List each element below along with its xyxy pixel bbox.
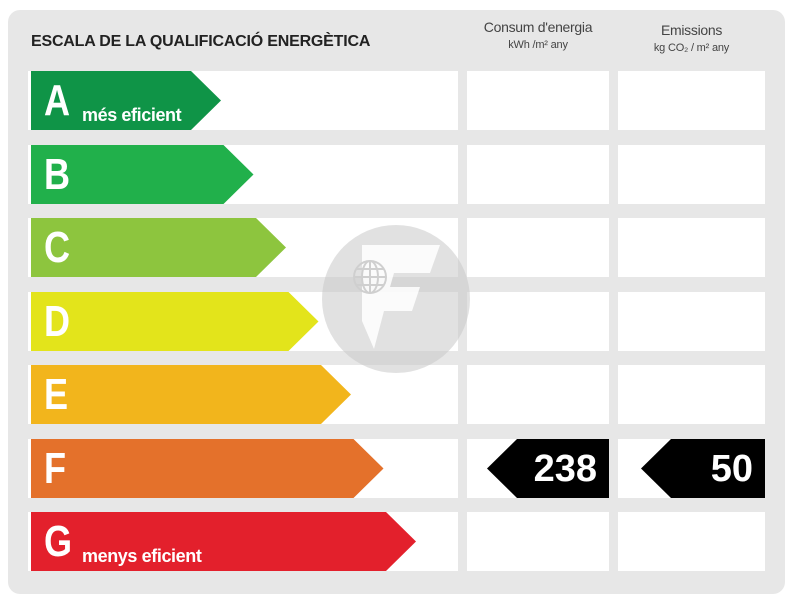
energy-cell: [467, 218, 609, 277]
emissions-value-marker-number: 50: [710, 447, 753, 490]
rating-caption: menys eficient: [82, 546, 202, 566]
emissions-cell: [618, 365, 765, 424]
rating-letter: B: [44, 149, 71, 199]
emissions-column-unit: kg CO₂ / m² any: [653, 42, 730, 54]
certification-logo-icon: [322, 225, 470, 373]
emissions-cell: [618, 71, 765, 130]
rating-letter: D: [44, 296, 71, 346]
rating-row-e: E: [0, 365, 791, 424]
rating-letter: G: [44, 517, 73, 566]
rating-arrow-c: [31, 218, 286, 277]
energy-value-marker: 238: [487, 438, 609, 498]
emissions-value-marker: 50: [641, 438, 765, 498]
energy-cell: [467, 512, 609, 571]
emissions-cell: [618, 218, 765, 277]
energy-cell: [467, 144, 609, 204]
scale-title: ESCALA DE LA QUALIFICACIÓ ENERGÈTICA: [31, 33, 371, 50]
emissions-column-label: Emissions: [660, 22, 723, 38]
emissions-column-header: Emissions kg CO₂ / m² any: [618, 22, 765, 54]
rating-arrow-d: [31, 291, 319, 351]
rating-letter: C: [44, 223, 71, 272]
rating-arrow-g: [31, 512, 416, 571]
emissions-cell: [618, 291, 765, 351]
rating-arrow-e: [31, 365, 351, 424]
rating-arrow-a: [31, 71, 221, 130]
rating-letter: E: [44, 370, 69, 419]
energy-column-header: Consum d'energia kWh /m² any: [467, 19, 609, 51]
rating-row-f: F 238 50: [0, 438, 791, 498]
rating-arrow-b: [31, 144, 254, 204]
rating-arrow-f: [31, 438, 384, 498]
energy-cell: [467, 71, 609, 130]
energy-cell: [467, 291, 609, 351]
energy-cell: [467, 365, 609, 424]
energy-value-marker-number: 238: [533, 447, 597, 490]
energy-column-unit: kWh /m² any: [508, 39, 568, 51]
rating-caption: més eficient: [82, 105, 182, 125]
rating-letter: F: [44, 443, 67, 493]
rating-row-b: B: [0, 144, 791, 204]
emissions-cell: [618, 512, 765, 571]
rating-letter: A: [44, 76, 71, 125]
energy-column-label: Consum d'energia: [483, 19, 593, 35]
emissions-cell: [618, 144, 765, 204]
